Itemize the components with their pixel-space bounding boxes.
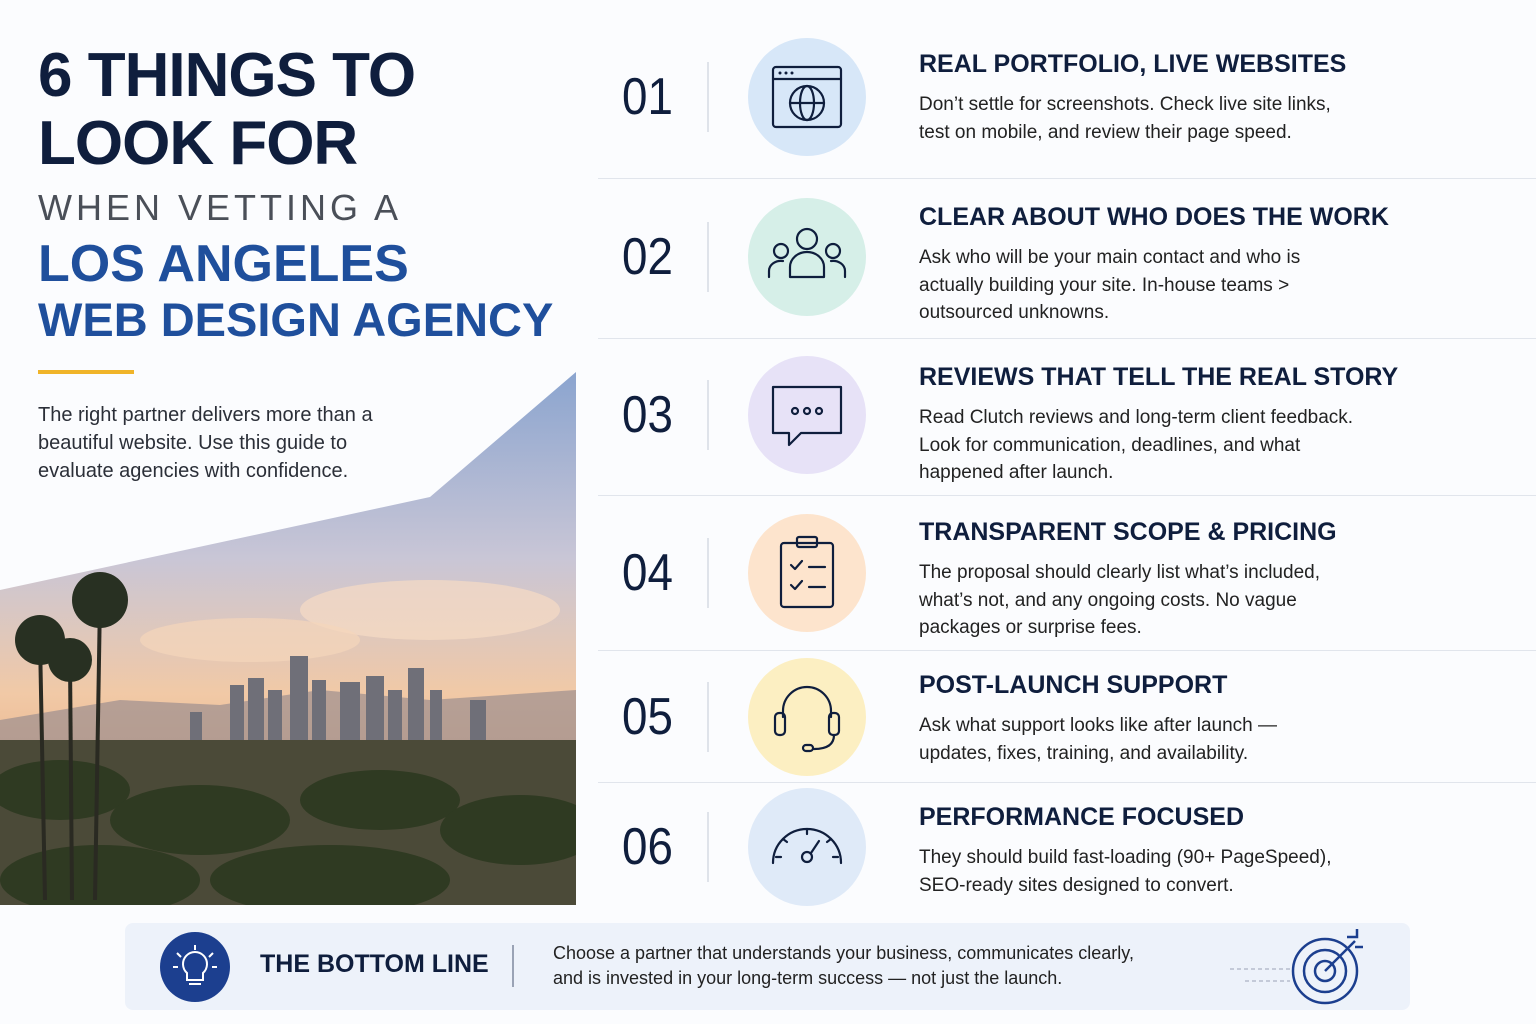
item-number: 04 (622, 544, 673, 602)
item-description-line: what’s not, and any ongoing costs. No va… (919, 589, 1297, 611)
bottom-icons (160, 929, 1363, 1005)
item-number: 03 (622, 386, 673, 444)
item-icon (748, 514, 866, 632)
item-heading: PERFORMANCE FOCUSED (919, 803, 1245, 831)
item-icon (748, 356, 866, 474)
separator (598, 178, 1536, 179)
item-description-line: test on mobile, and review their page sp… (919, 121, 1292, 143)
item-number: 01 (622, 68, 673, 126)
number-divider (707, 222, 709, 292)
item-icon (748, 788, 866, 906)
intro-line: The right partner delivers more than a (38, 404, 373, 426)
bottom-title: THE BOTTOM LINE (260, 950, 489, 978)
separator (598, 650, 1536, 651)
item-icon (748, 658, 866, 776)
item-description-line: Read Clutch reviews and long-term client… (919, 407, 1354, 428)
highlight-line: WEB DESIGN AGENCY (38, 293, 554, 346)
skyline-photo (0, 372, 576, 905)
item-description-line: Look for communication, deadlines, and w… (919, 434, 1301, 456)
number-divider (707, 380, 709, 450)
item-description-line: The proposal should clearly list what’s … (919, 562, 1320, 583)
accent-rule (38, 370, 134, 374)
item-heading: TRANSPARENT SCOPE & PRICING (919, 518, 1337, 546)
separator (598, 495, 1536, 496)
intro-line: beautiful website. Use this guide to (38, 432, 348, 454)
number-divider (707, 812, 709, 882)
item-description-line: updates, fixes, training, and availabili… (919, 742, 1249, 764)
item-heading: REVIEWS THAT TELL THE REAL STORY (919, 363, 1399, 391)
item-description-line: packages or surprise fees. (919, 617, 1142, 638)
number-divider (707, 538, 709, 608)
item-number: 06 (622, 818, 673, 876)
bottom-bar: THE BOTTOM LINE Choose a partner that un… (125, 923, 1410, 1010)
item-heading: REAL PORTFOLIO, LIVE WEBSITES (919, 50, 1347, 78)
bottom-line: Choose a partner that understands your b… (553, 943, 1134, 963)
item-description-line: Don’t settle for screenshots. Check live… (919, 94, 1331, 115)
subtitle: WHEN VETTING A (38, 187, 403, 228)
number-divider (707, 682, 709, 752)
item-number: 02 (622, 228, 673, 286)
separator (598, 338, 1536, 339)
item-number: 05 (622, 688, 673, 746)
item-description-line: SEO-ready sites designed to convert. (919, 874, 1234, 896)
item-description-line: They should build fast-loading (90+ Page… (919, 847, 1332, 868)
intro-line: evaluate agencies with confidence. (38, 460, 349, 482)
item-icon (748, 198, 866, 316)
item-description-line: outsourced unknowns. (919, 302, 1110, 323)
item-description-line: actually building your site. In-house te… (919, 274, 1290, 296)
title-line: LOOK FOR (38, 109, 358, 178)
item-description-line: Ask who will be your main contact and wh… (919, 247, 1301, 268)
separator (598, 782, 1536, 783)
item-heading: POST-LAUNCH SUPPORT (919, 671, 1228, 699)
item-heading: CLEAR ABOUT WHO DOES THE WORK (919, 203, 1389, 231)
item-description-line: Ask what support looks like after launch… (919, 715, 1278, 736)
highlight-line: LOS ANGELES (38, 235, 409, 293)
item-description-line: happened after launch. (919, 462, 1114, 483)
title-line: 6 THINGS TO (38, 41, 416, 110)
number-divider (707, 62, 709, 132)
item-icon (748, 38, 866, 156)
bottom-line: and is invested in your long-term succes… (553, 968, 1063, 988)
